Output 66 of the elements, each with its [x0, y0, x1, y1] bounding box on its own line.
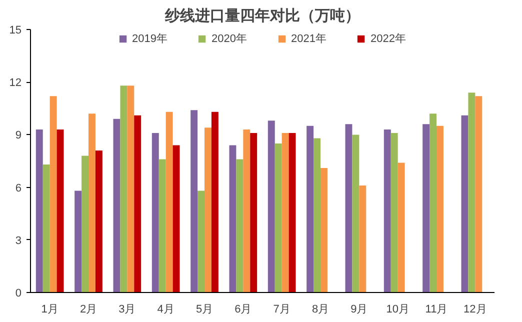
bar — [95, 150, 102, 292]
bar — [158, 159, 166, 292]
bar — [42, 164, 50, 292]
bar — [152, 132, 159, 292]
bar — [229, 145, 236, 292]
bar — [190, 110, 198, 292]
bar — [320, 168, 328, 292]
bar — [243, 129, 250, 292]
legend-label: 2020年 — [212, 32, 247, 46]
y-tick-label: 6 — [15, 182, 22, 194]
bar — [172, 145, 180, 292]
bar — [56, 129, 64, 292]
bar — [198, 190, 204, 292]
bar — [352, 134, 360, 292]
bar — [204, 128, 212, 292]
chart-title: 纱线进口量四年对比（万吨） — [164, 8, 360, 24]
bar — [236, 159, 244, 292]
bar — [398, 162, 405, 292]
y-tick-label: 12 — [9, 77, 22, 90]
bar — [211, 112, 218, 292]
y-tick-label: 9 — [15, 130, 22, 142]
x-tick-label: 1月 — [41, 304, 58, 316]
bar — [274, 143, 282, 292]
x-tick-label: 4月 — [157, 304, 174, 316]
x-tick-label: 11月 — [425, 304, 448, 316]
x-tick-label: 12月 — [464, 304, 487, 316]
bar — [461, 115, 468, 292]
x-tick-label: 3月 — [118, 304, 136, 316]
bar — [82, 156, 88, 292]
x-tick-label: 7月 — [273, 304, 290, 316]
x-tick-label: 6月 — [234, 304, 252, 316]
bar — [282, 132, 289, 292]
bar — [120, 86, 128, 292]
bar — [436, 126, 444, 292]
bar — [50, 96, 57, 292]
bar — [314, 138, 320, 292]
bar — [88, 114, 96, 292]
y-tick-label: 0 — [15, 288, 22, 300]
x-tick-label: 10月 — [386, 304, 410, 316]
bar — [390, 132, 398, 292]
bar — [306, 126, 314, 292]
bar — [134, 115, 142, 292]
bar — [166, 112, 173, 292]
bar — [430, 114, 436, 292]
x-tick-label: 2月 — [80, 304, 98, 316]
x-tick-label: 5月 — [196, 304, 214, 316]
bar — [345, 124, 352, 292]
bar — [468, 92, 476, 292]
bar — [288, 132, 296, 292]
bar — [127, 86, 134, 292]
bar — [250, 132, 258, 292]
legend-label: 2022年 — [370, 32, 406, 46]
bar — [384, 129, 391, 292]
bar — [422, 124, 430, 292]
bar — [113, 118, 120, 292]
bar — [36, 129, 43, 292]
bar — [475, 96, 482, 292]
bar — [359, 186, 366, 292]
x-tick-label: 9月 — [350, 304, 368, 316]
bar — [74, 190, 82, 292]
legend-label: 2019年 — [132, 32, 168, 46]
legend-label: 2021年 — [291, 32, 326, 46]
x-tick-label: 8月 — [312, 304, 330, 316]
bar — [268, 120, 275, 292]
y-tick-label: 15 — [9, 24, 22, 36]
y-tick-label: 3 — [15, 234, 22, 247]
